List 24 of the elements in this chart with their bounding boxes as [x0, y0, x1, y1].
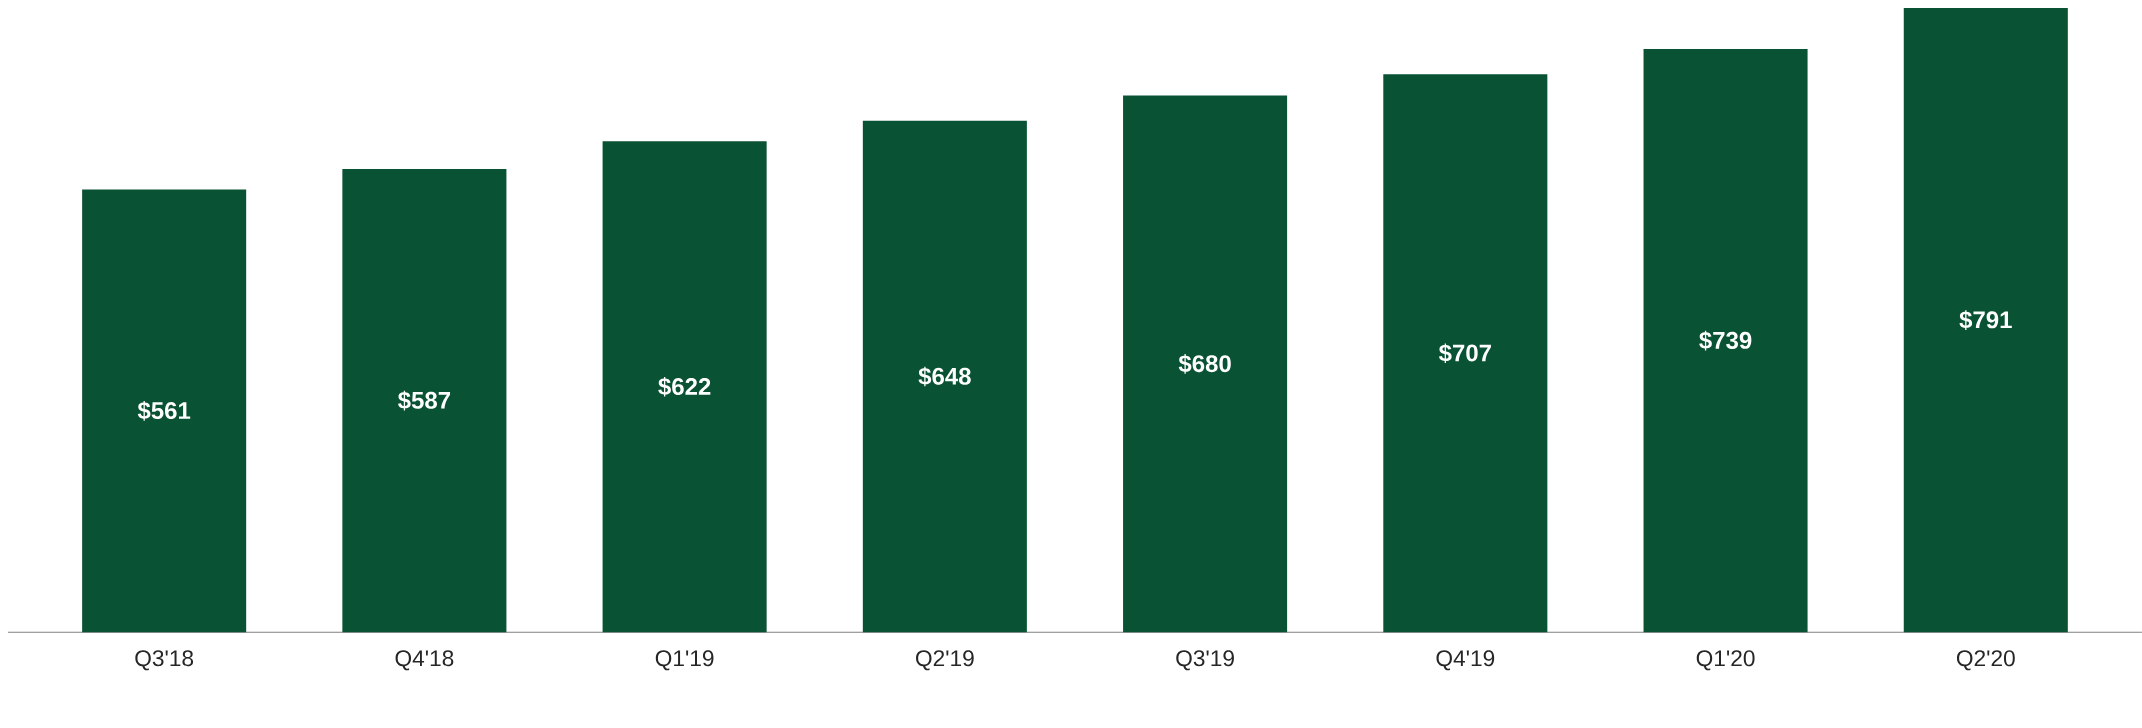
bar	[342, 168, 507, 633]
data-label: $791	[1959, 310, 2012, 330]
bar	[602, 141, 767, 633]
x-tick-label: Q4'19	[1436, 650, 1495, 671]
data-label: $587	[398, 390, 451, 411]
bar	[862, 120, 1027, 633]
data-label: $622	[658, 376, 711, 397]
x-tick-label: Q4'18	[395, 650, 454, 671]
bar	[1123, 95, 1288, 633]
x-tick-label: Q3'18	[135, 650, 194, 671]
data-label: $680	[1178, 353, 1231, 374]
x-tick-label: Q2'19	[916, 650, 974, 671]
bar	[82, 189, 247, 633]
data-label: $707	[1438, 343, 1491, 363]
data-label: $648	[918, 366, 971, 387]
x-tick-label: Q3'19	[1176, 650, 1234, 671]
data-label: $739	[1699, 330, 1752, 351]
x-tick-label: Q2'20	[1956, 650, 2015, 671]
data-label: $561	[137, 400, 191, 421]
x-tick-label: Q1'19	[655, 650, 714, 671]
x-tick-label: Q1'20	[1696, 650, 1755, 671]
bar	[1383, 74, 1548, 633]
bar	[1903, 7, 2068, 633]
bar	[1643, 48, 1808, 633]
